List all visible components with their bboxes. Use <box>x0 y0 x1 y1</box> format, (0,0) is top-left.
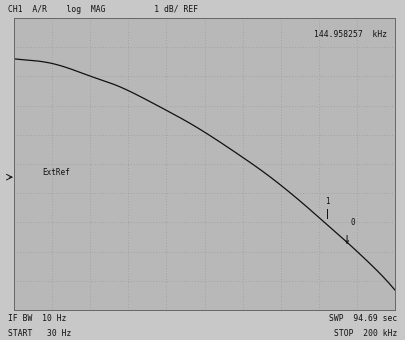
Text: 0: 0 <box>351 218 356 227</box>
Text: SWP  94.69 sec: SWP 94.69 sec <box>328 314 397 323</box>
Text: START   30 Hz: START 30 Hz <box>8 329 71 338</box>
Text: ExtRef: ExtRef <box>43 168 70 177</box>
Text: CH1  A/R    log  MAG          1 dB/ REF: CH1 A/R log MAG 1 dB/ REF <box>8 5 198 14</box>
Text: 144.958257  kHz: 144.958257 kHz <box>314 30 387 39</box>
Text: STOP  200 kHz: STOP 200 kHz <box>334 329 397 338</box>
Text: IF BW  10 Hz: IF BW 10 Hz <box>8 314 66 323</box>
Text: 1: 1 <box>325 197 329 206</box>
